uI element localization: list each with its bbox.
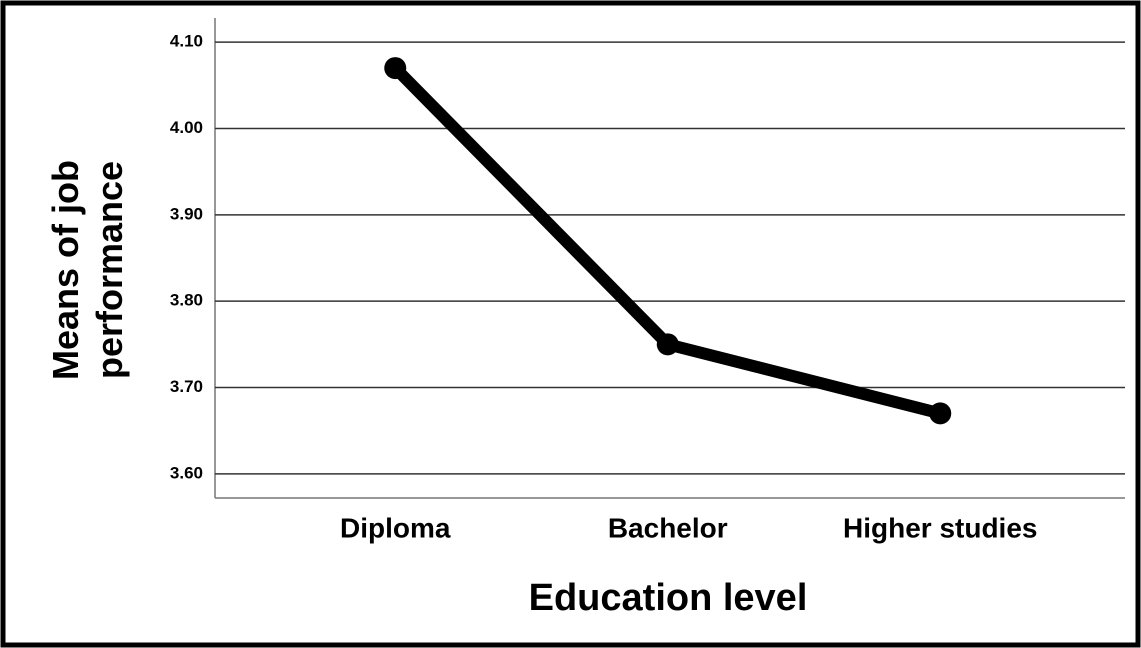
y-tick-label: 4.10 — [170, 32, 203, 51]
y-tick-label: 4.00 — [170, 118, 203, 137]
x-tick-label: Diploma — [340, 512, 451, 543]
point — [384, 57, 407, 80]
x-tick-label: Higher studies — [843, 512, 1037, 543]
y-tick-label: 3.70 — [170, 377, 203, 396]
x-tick-label: Bachelor — [608, 512, 728, 543]
line — [390, 63, 942, 420]
y-tick-label: 3.60 — [170, 463, 203, 482]
point — [929, 402, 952, 425]
point — [656, 333, 679, 356]
x-axis-label: Education level — [529, 577, 808, 619]
y-axis-label: Means of job performance — [45, 160, 130, 381]
y-tick-label: 3.90 — [170, 204, 203, 223]
y-tick-label: 3.80 — [170, 291, 203, 310]
